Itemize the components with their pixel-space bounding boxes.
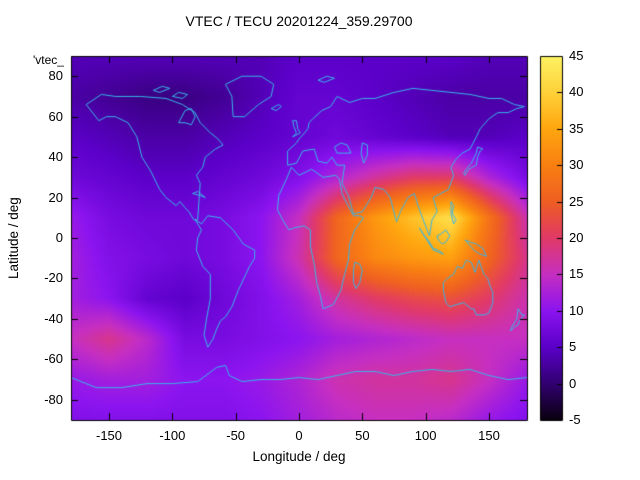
- y-tick-label: -60: [44, 351, 63, 367]
- x-tick-label: -50: [226, 428, 246, 443]
- x-tick-label: -150: [95, 428, 123, 443]
- colorbar-tick-label: -5: [569, 412, 581, 427]
- x-tick-label: 150: [478, 428, 500, 443]
- colorbar-tick-label: 45: [569, 48, 584, 63]
- colorbar-tick-label: 20: [569, 230, 584, 245]
- x-axis-label: Longitude / deg: [252, 449, 346, 464]
- y-tick-label: 60: [48, 108, 63, 124]
- colorbar-tick-label: 0: [569, 375, 577, 391]
- chart-title: VTEC / TECU 20201224_359.29700: [185, 13, 413, 29]
- y-tick-label: -20: [44, 270, 63, 286]
- y-tick-label: 80: [48, 68, 63, 84]
- colorbar-tick-label: 35: [569, 120, 584, 136]
- colorbar-tick-label: 5: [569, 339, 577, 355]
- y-tick-label: 40: [48, 149, 63, 165]
- colorbar-tick-label: 10: [569, 302, 584, 318]
- x-tick-label: 0: [295, 428, 303, 443]
- y-tick-label: -40: [44, 310, 63, 326]
- x-tick-label: -100: [159, 428, 186, 443]
- corner-label: 'vtec_: [33, 53, 64, 67]
- y-tick-label: 0: [55, 230, 63, 245]
- x-tick-label: 50: [355, 428, 370, 443]
- colorbar-tick-label: 25: [569, 193, 584, 209]
- y-tick-label: -80: [44, 391, 63, 407]
- y-axis-label: Latitude / deg: [6, 197, 21, 279]
- x-tick-label: 100: [414, 428, 437, 443]
- colorbar-tick-label: 40: [569, 84, 584, 100]
- colorbar-tick-label: 15: [569, 266, 584, 282]
- y-tick-label: 20: [48, 189, 63, 205]
- colorbar-tick-label: 30: [569, 157, 584, 173]
